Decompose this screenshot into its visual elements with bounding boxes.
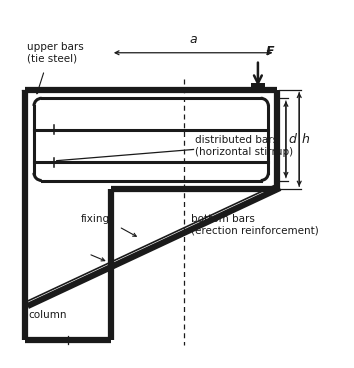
Text: distributed bars
(horizontal stirrup): distributed bars (horizontal stirrup)	[195, 135, 293, 157]
Text: d: d	[289, 133, 297, 146]
Text: fixing: fixing	[80, 214, 109, 224]
Text: h: h	[302, 133, 310, 146]
Text: F: F	[266, 45, 274, 58]
Text: column: column	[29, 311, 67, 321]
Text: a: a	[189, 33, 197, 46]
Text: bottom bars
(erection reinforcement): bottom bars (erection reinforcement)	[191, 214, 319, 236]
Text: upper bars
(tie steel): upper bars (tie steel)	[27, 42, 84, 63]
Bar	[251, 82, 265, 90]
